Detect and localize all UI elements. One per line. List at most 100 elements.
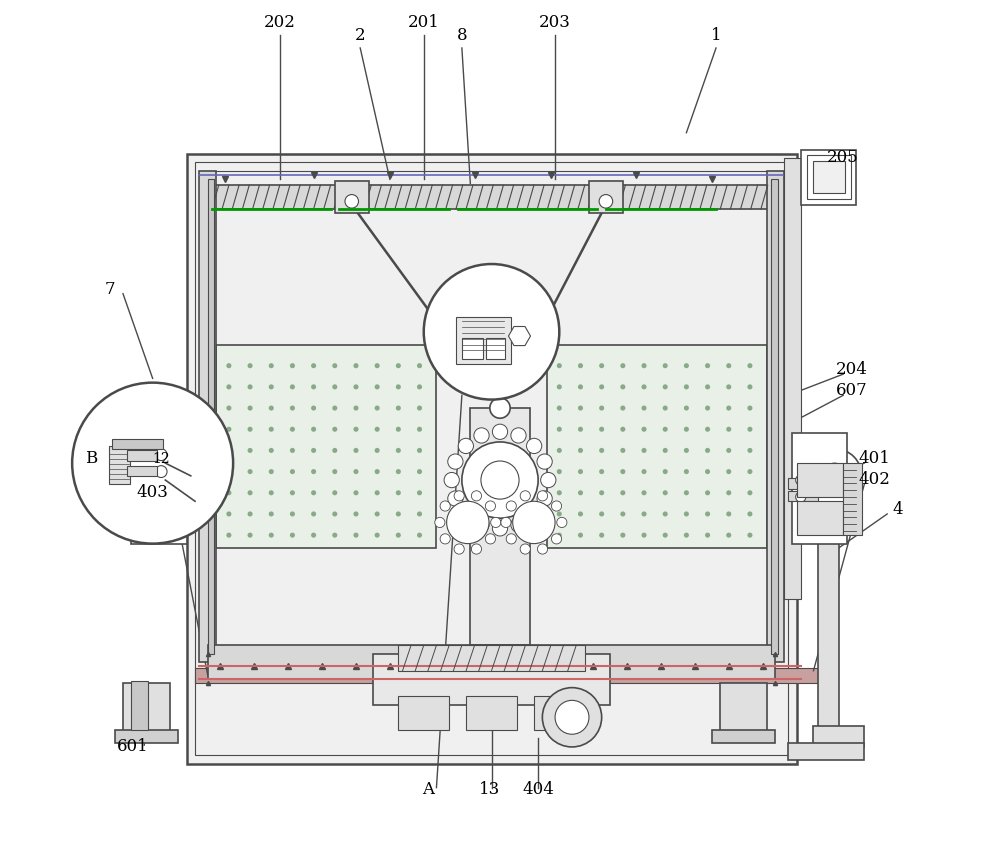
Circle shape	[396, 533, 401, 538]
Circle shape	[684, 490, 689, 496]
Circle shape	[620, 533, 625, 538]
Circle shape	[747, 363, 752, 368]
Circle shape	[248, 490, 253, 496]
Circle shape	[155, 449, 167, 461]
Circle shape	[311, 448, 316, 453]
Circle shape	[226, 384, 231, 389]
Circle shape	[375, 363, 380, 368]
Circle shape	[684, 405, 689, 411]
Bar	[208, 185, 775, 209]
Circle shape	[417, 427, 422, 432]
Circle shape	[641, 533, 647, 538]
Circle shape	[684, 512, 689, 517]
Bar	[462, 337, 483, 359]
Text: 601: 601	[117, 738, 149, 755]
Circle shape	[557, 448, 562, 453]
Text: 401: 401	[859, 450, 890, 468]
Circle shape	[226, 512, 231, 517]
Bar	[127, 450, 157, 461]
Circle shape	[599, 427, 604, 432]
Bar	[208, 645, 775, 679]
Circle shape	[290, 490, 295, 496]
Circle shape	[527, 507, 542, 522]
Circle shape	[726, 490, 731, 496]
Circle shape	[332, 448, 337, 453]
Circle shape	[705, 363, 710, 368]
Circle shape	[396, 427, 401, 432]
Circle shape	[226, 448, 231, 453]
Circle shape	[511, 428, 526, 443]
Circle shape	[578, 448, 583, 453]
Circle shape	[599, 469, 604, 474]
Bar	[813, 161, 845, 193]
Circle shape	[269, 384, 274, 389]
Circle shape	[396, 384, 401, 389]
Bar	[788, 743, 864, 760]
Circle shape	[747, 405, 752, 411]
Circle shape	[447, 502, 489, 544]
Circle shape	[684, 469, 689, 474]
Circle shape	[353, 405, 359, 411]
Circle shape	[462, 442, 538, 518]
Bar	[131, 434, 187, 544]
Circle shape	[551, 501, 562, 511]
Circle shape	[448, 454, 463, 469]
Circle shape	[269, 427, 274, 432]
Circle shape	[375, 448, 380, 453]
Bar	[470, 408, 530, 645]
Bar	[712, 730, 775, 743]
Circle shape	[485, 501, 496, 511]
Bar	[788, 479, 818, 489]
Circle shape	[396, 512, 401, 517]
Polygon shape	[508, 326, 531, 346]
Circle shape	[269, 469, 274, 474]
Circle shape	[435, 518, 445, 528]
Circle shape	[311, 405, 316, 411]
Bar	[466, 696, 517, 730]
Circle shape	[599, 490, 604, 496]
Circle shape	[474, 428, 489, 443]
Circle shape	[747, 427, 752, 432]
Circle shape	[248, 448, 253, 453]
Circle shape	[726, 448, 731, 453]
Circle shape	[501, 518, 511, 528]
Circle shape	[471, 490, 482, 501]
Circle shape	[248, 405, 253, 411]
Circle shape	[578, 363, 583, 368]
Circle shape	[290, 512, 295, 517]
Circle shape	[705, 384, 710, 389]
Circle shape	[290, 384, 295, 389]
Circle shape	[345, 195, 359, 208]
Circle shape	[620, 490, 625, 496]
Circle shape	[726, 469, 731, 474]
Circle shape	[620, 405, 625, 411]
Circle shape	[269, 533, 274, 538]
Circle shape	[578, 469, 583, 474]
Circle shape	[290, 533, 295, 538]
Circle shape	[353, 512, 359, 517]
Circle shape	[747, 490, 752, 496]
Circle shape	[537, 544, 548, 554]
Circle shape	[311, 427, 316, 432]
Text: 203: 203	[539, 14, 571, 31]
Text: 402: 402	[859, 471, 890, 488]
Circle shape	[557, 384, 562, 389]
Circle shape	[269, 490, 274, 496]
Circle shape	[726, 405, 731, 411]
Circle shape	[375, 512, 380, 517]
Circle shape	[353, 363, 359, 368]
Bar	[801, 150, 856, 205]
Circle shape	[705, 448, 710, 453]
Circle shape	[620, 469, 625, 474]
Circle shape	[599, 195, 613, 208]
Circle shape	[396, 490, 401, 496]
Circle shape	[542, 688, 602, 747]
Circle shape	[599, 533, 604, 538]
Circle shape	[458, 507, 473, 522]
Circle shape	[663, 490, 668, 496]
Circle shape	[726, 533, 731, 538]
Bar	[187, 154, 797, 764]
Text: 607: 607	[836, 382, 867, 399]
Circle shape	[663, 512, 668, 517]
Circle shape	[248, 512, 253, 517]
